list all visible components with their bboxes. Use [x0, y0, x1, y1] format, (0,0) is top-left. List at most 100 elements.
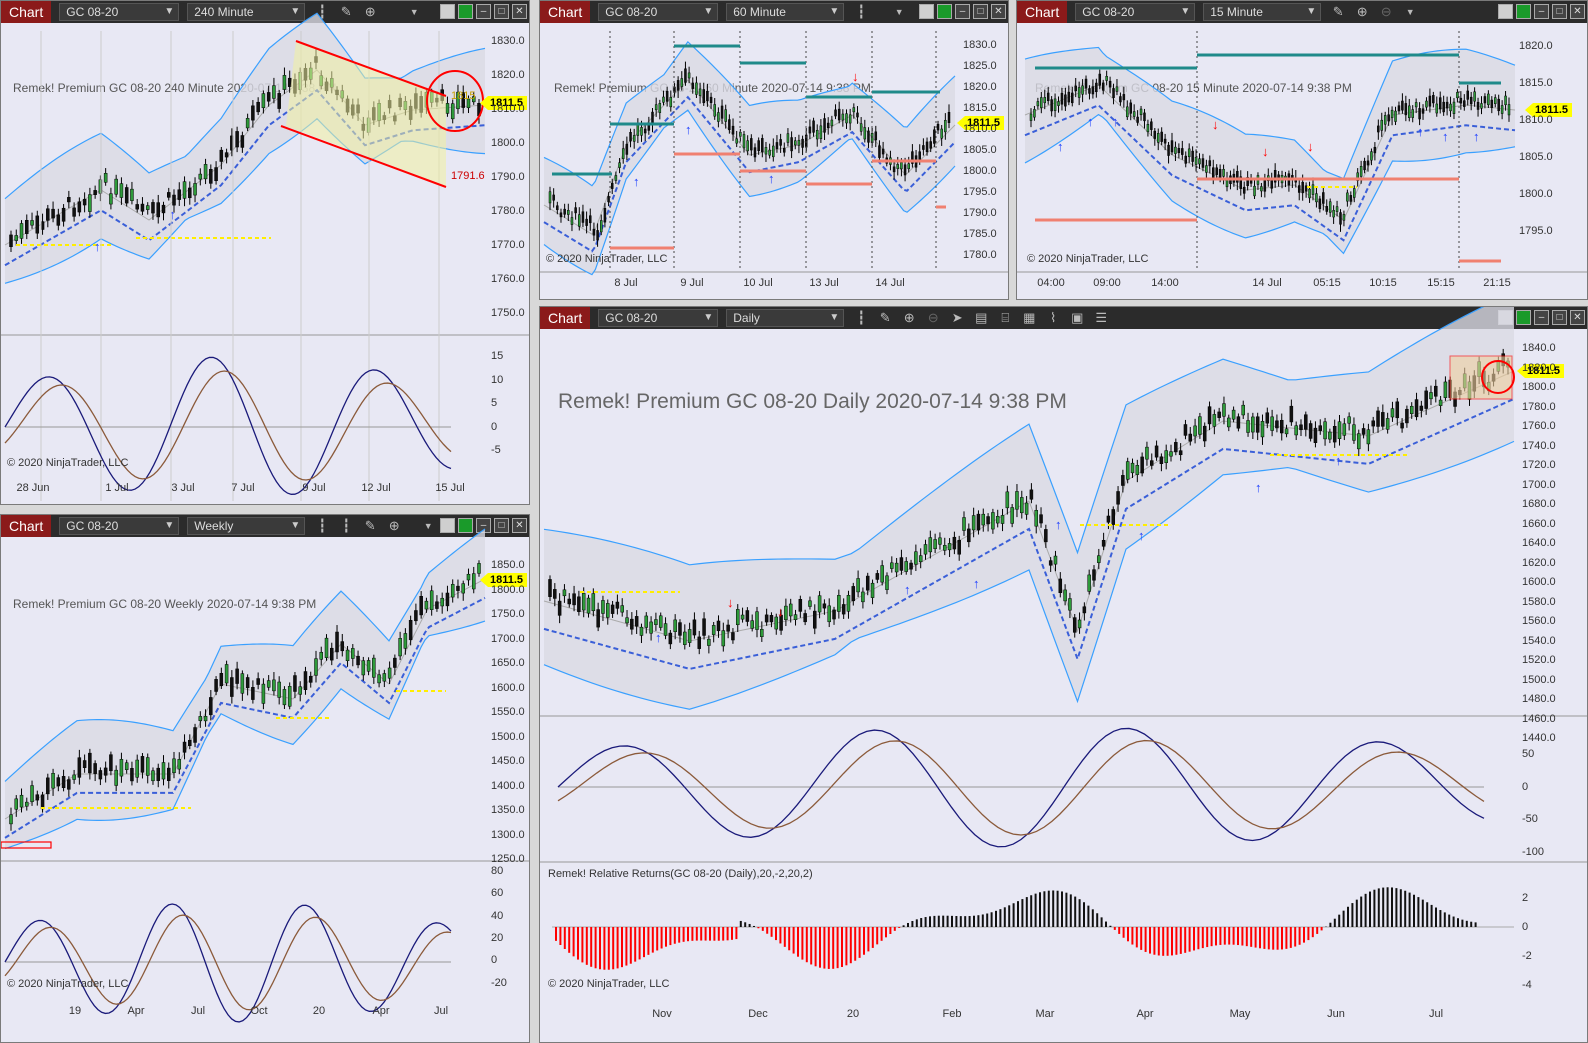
- candle: [687, 629, 692, 643]
- chevron-down-icon[interactable]: ▼: [423, 521, 433, 531]
- candle: [298, 686, 302, 695]
- chart-tab[interactable]: Chart: [1017, 1, 1068, 23]
- link-icon[interactable]: [919, 4, 934, 19]
- candle: [702, 618, 706, 636]
- instrument-selector[interactable]: GC 08-20 ▼: [59, 517, 180, 535]
- candle: [356, 655, 360, 666]
- instrument-selector[interactable]: GC 08-20 ▼: [1075, 3, 1196, 21]
- close-icon[interactable]: ✕: [1570, 4, 1585, 19]
- chevron-down-icon[interactable]: ▼: [1405, 7, 1415, 17]
- maximize-icon[interactable]: □: [494, 4, 509, 19]
- minimize-icon[interactable]: –: [476, 4, 491, 19]
- bar-chart-icon[interactable]: ┇: [318, 4, 327, 19]
- maximize-icon[interactable]: □: [973, 4, 988, 19]
- interval-selector[interactable]: Daily ▼: [726, 309, 845, 327]
- instrument-selector[interactable]: GC 08-20 ▼: [598, 309, 719, 327]
- candle: [1438, 399, 1443, 406]
- zoom-in-icon[interactable]: ⊕: [388, 518, 400, 533]
- candle: [1342, 423, 1347, 436]
- minimize-icon[interactable]: –: [955, 4, 970, 19]
- link-color-icon[interactable]: [1516, 4, 1531, 19]
- pencil-icon[interactable]: ✎: [364, 518, 376, 533]
- oscillator-slow: [4, 370, 452, 481]
- drawing-tools-icon[interactable]: ⌇: [1050, 310, 1057, 325]
- interval-selector[interactable]: 15 Minute ▼: [1203, 3, 1322, 21]
- pencil-icon[interactable]: ✎: [1332, 4, 1344, 19]
- candle: [1507, 104, 1511, 116]
- candle: [172, 758, 176, 774]
- minimize-icon[interactable]: –: [1534, 4, 1549, 19]
- candle: [1115, 86, 1119, 92]
- price-panel[interactable]: ↑ ↑ ↑ ↓ ↑ ↑ ↑ ↓ ↓: [1017, 1, 1588, 300]
- candle: [51, 208, 55, 219]
- pointer-icon[interactable]: ➤: [951, 310, 963, 325]
- instrument-selector[interactable]: GC 08-20 ▼: [59, 3, 180, 21]
- chart-tab[interactable]: Chart: [1, 515, 52, 537]
- maximize-icon[interactable]: □: [494, 518, 509, 533]
- close-icon[interactable]: ✕: [512, 4, 527, 19]
- candle: [907, 163, 910, 170]
- list-icon[interactable]: ☰: [1095, 310, 1108, 325]
- link-icon[interactable]: [1498, 4, 1513, 19]
- zoom-in-icon[interactable]: ⊕: [1356, 4, 1368, 19]
- signal-arrow: ↑: [1057, 139, 1064, 154]
- chart-tab[interactable]: Chart: [540, 1, 591, 23]
- maximize-icon[interactable]: □: [1552, 4, 1567, 19]
- chevron-down-icon: ▼: [703, 6, 714, 17]
- close-icon[interactable]: ✕: [1570, 310, 1585, 325]
- candle: [861, 591, 865, 603]
- candle: [408, 619, 413, 641]
- instrument-selector[interactable]: GC 08-20 ▼: [598, 3, 719, 21]
- interval-selector[interactable]: Weekly ▼: [187, 517, 306, 535]
- link-color-icon[interactable]: [458, 518, 473, 533]
- price-panel[interactable]: ↑↑: [1, 1, 530, 505]
- interval-selector[interactable]: 240 Minute ▼: [187, 3, 306, 21]
- chart-tab[interactable]: Chart: [1, 1, 52, 23]
- link-color-icon[interactable]: [458, 4, 473, 19]
- link-color-icon[interactable]: [1516, 310, 1531, 325]
- candle: [1241, 404, 1245, 416]
- close-icon[interactable]: ✕: [512, 518, 527, 533]
- zoom-in-icon[interactable]: ⊕: [903, 310, 915, 325]
- zoom-out-icon[interactable]: ⊖: [927, 310, 939, 325]
- bar-chart-icon[interactable]: ┇: [318, 518, 327, 533]
- candle: [1072, 617, 1077, 633]
- bar-chart-icon[interactable]: ┇: [857, 4, 866, 19]
- candle: [750, 620, 754, 629]
- chart-tab[interactable]: Chart: [540, 307, 591, 329]
- link-icon[interactable]: [440, 4, 455, 19]
- templates-icon[interactable]: ▣: [1071, 310, 1084, 325]
- candle: [1452, 101, 1456, 114]
- minimize-icon[interactable]: –: [1534, 310, 1549, 325]
- bar-chart-icon[interactable]: ┇: [342, 518, 351, 533]
- link-icon[interactable]: [440, 518, 455, 533]
- interval-selector[interactable]: 60 Minute ▼: [726, 3, 845, 21]
- close-icon[interactable]: ✕: [991, 4, 1006, 19]
- zoom-in-icon[interactable]: ⊕: [364, 4, 376, 19]
- bar-chart-icon[interactable]: ┇: [857, 310, 866, 325]
- chevron-down-icon[interactable]: ▼: [409, 7, 419, 17]
- strategy-icon[interactable]: ▦: [1023, 310, 1036, 325]
- pencil-icon[interactable]: ✎: [879, 310, 891, 325]
- chevron-down-icon[interactable]: ▼: [894, 7, 904, 17]
- zoom-out-icon[interactable]: ⊖: [1380, 4, 1392, 19]
- price-label: 1820.0: [1522, 361, 1556, 374]
- window-buttons: – □ ✕: [919, 4, 1006, 19]
- price-panel[interactable]: [1, 515, 530, 1043]
- candle: [193, 727, 197, 743]
- indicator-icon[interactable]: ⌸: [1001, 310, 1010, 325]
- link-color-icon[interactable]: [937, 4, 952, 19]
- price-panel[interactable]: ↑ ↓ ↓ ↑ ↑ ↑ ↑ ↑ ↑: [540, 307, 1588, 1043]
- pencil-icon[interactable]: ✎: [340, 4, 352, 19]
- candle: [936, 123, 940, 131]
- signal-arrow: ↑: [768, 171, 775, 186]
- candle: [837, 108, 841, 121]
- candle: [1397, 105, 1401, 112]
- candle: [1121, 475, 1125, 486]
- candle: [779, 139, 782, 146]
- candle: [610, 182, 614, 189]
- candle: [740, 614, 745, 620]
- properties-icon[interactable]: ▤: [975, 310, 988, 325]
- maximize-icon[interactable]: □: [1552, 310, 1567, 325]
- price-panel[interactable]: ↑ ↑ ↑ ↓: [540, 1, 1009, 300]
